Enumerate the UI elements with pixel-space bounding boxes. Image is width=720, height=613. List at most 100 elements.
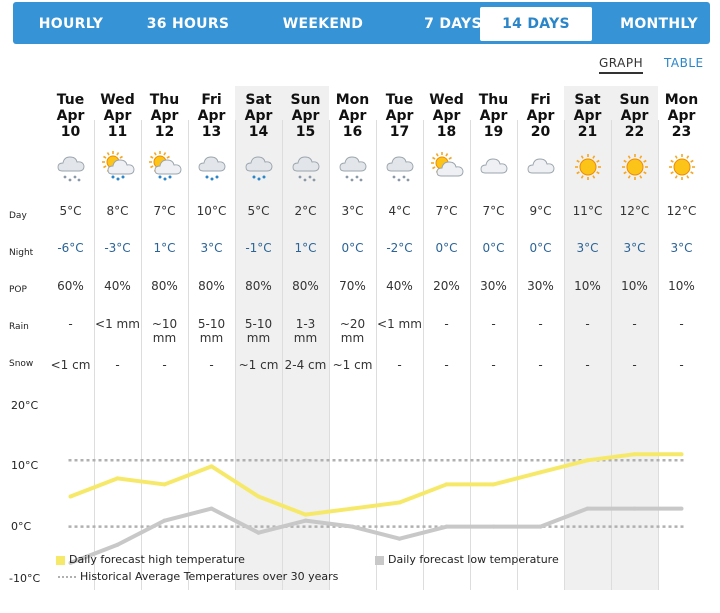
- y-tick-label: 20°C: [11, 399, 39, 412]
- day-header: Fri Apr 20: [518, 92, 564, 140]
- day-header-month: Apr: [197, 108, 226, 124]
- tab-monthly[interactable]: MONTHLY: [620, 16, 698, 32]
- cell-snow: -: [679, 358, 684, 372]
- day-header-month: Apr: [291, 108, 320, 124]
- cell-rain: -: [491, 317, 496, 331]
- cell-rain: -: [444, 317, 449, 331]
- series-high-point: [162, 482, 167, 487]
- day-header: Tue Apr 10: [48, 92, 94, 140]
- day-header: Sun Apr 15: [283, 92, 329, 140]
- day-header-date: 19: [483, 124, 504, 140]
- cell-rain: <1 mm: [377, 317, 422, 331]
- cloud-icon: [527, 158, 554, 174]
- cell-snow: -: [585, 358, 590, 372]
- day-header-dow: Sun: [619, 92, 650, 108]
- cell-night: 0°C: [482, 241, 505, 255]
- tab-weekend[interactable]: WEEKEND: [282, 16, 364, 32]
- cell-pop: 70%: [339, 279, 366, 293]
- day-header-date: 22: [624, 124, 645, 140]
- cell-night: 0°C: [435, 241, 458, 255]
- cell-rain: 5-10 mm: [197, 317, 226, 345]
- column-divider: [470, 120, 471, 590]
- series-low-point: [491, 524, 496, 529]
- cloud-icon: [480, 158, 507, 174]
- cell-night: 0°C: [341, 241, 364, 255]
- cell-snow: <1 cm: [50, 358, 91, 372]
- day-header-dow: Tue: [385, 92, 414, 108]
- series-low-point: [162, 518, 167, 523]
- cell-rain: -: [679, 317, 684, 331]
- tab-14-days[interactable]: 14 DAYS: [480, 7, 592, 41]
- y-tick-label: 0°C: [11, 519, 32, 533]
- cell-rain: -: [632, 317, 637, 331]
- cell-night: -3°C: [104, 241, 131, 255]
- day-header-dow: Tue: [56, 92, 85, 108]
- series-low-point: [444, 524, 449, 529]
- y-tick-label: -10°C: [9, 572, 41, 585]
- series-low-point: [538, 524, 543, 529]
- cell-rain: ~20 mm: [339, 317, 366, 345]
- day-header: Wed Apr 11: [95, 92, 141, 140]
- sun-cloud-rain-icon: [101, 151, 134, 181]
- day-header-dow: Sun: [290, 92, 321, 108]
- column-divider: [423, 120, 424, 590]
- cell-snow: -: [115, 358, 120, 372]
- tab-hourly[interactable]: HOURLY: [38, 16, 104, 32]
- column-divider: [564, 120, 565, 590]
- day-header-dow: Wed: [429, 92, 464, 108]
- cell-night: 1°C: [153, 241, 176, 255]
- series-low-point: [350, 524, 355, 529]
- tab-36-hours[interactable]: 36 HOURS: [146, 16, 230, 32]
- day-header-month: Apr: [338, 108, 367, 124]
- day-header-date: 18: [436, 124, 457, 140]
- cell-snow: -: [491, 358, 496, 372]
- cloud-snow-icon: [339, 156, 366, 182]
- cell-snow: -: [397, 358, 402, 372]
- cell-snow: -: [538, 358, 543, 372]
- day-header-month: Apr: [620, 108, 649, 124]
- cell-rain: -: [68, 317, 73, 331]
- sun-cloud-icon: [430, 152, 463, 177]
- day-header-month: Apr: [667, 108, 696, 124]
- series-high-point: [538, 470, 543, 475]
- cell-pop: 10%: [668, 279, 695, 293]
- cell-rain: 1-3 mm: [293, 317, 318, 345]
- day-header-dow: Sat: [245, 92, 272, 108]
- series-high-point: [209, 464, 214, 469]
- legend-high-swatch: [56, 555, 65, 565]
- cell-night: -1°C: [245, 241, 272, 255]
- cell-day: 12°C: [666, 204, 697, 218]
- view-table-toggle[interactable]: TABLE: [664, 56, 704, 70]
- day-header-month: Apr: [385, 108, 414, 124]
- day-header: Sun Apr 22: [612, 92, 658, 140]
- cell-rain: <1 mm: [95, 317, 140, 331]
- cell-pop: 40%: [386, 279, 413, 293]
- day-header-month: Apr: [526, 108, 555, 124]
- series-high-point: [350, 506, 355, 511]
- cell-snow: -: [209, 358, 214, 372]
- sun-icon: [668, 154, 695, 180]
- cell-day: 7°C: [435, 204, 458, 218]
- series-low-point: [679, 506, 684, 511]
- day-header-month: Apr: [150, 108, 179, 124]
- cell-day: 3°C: [341, 204, 364, 218]
- cell-pop: 20%: [433, 279, 460, 293]
- series-low-point: [209, 506, 214, 511]
- cell-day: 5°C: [59, 204, 82, 218]
- day-header-dow: Mon: [664, 92, 699, 108]
- day-header: Mon Apr 16: [330, 92, 376, 140]
- day-header-date: 12: [154, 124, 175, 140]
- day-header-date: 15: [295, 124, 316, 140]
- row-label-night: Night: [9, 248, 34, 258]
- view-graph-toggle[interactable]: GRAPH: [599, 56, 644, 74]
- series-high-point: [491, 482, 496, 487]
- cell-night: 3°C: [200, 241, 223, 255]
- day-header-month: Apr: [573, 108, 602, 124]
- cell-rain: ~10 mm: [151, 317, 178, 345]
- sun-cloud-rain-icon: [148, 151, 181, 181]
- day-header-date: 20: [530, 124, 551, 140]
- day-header: Sat Apr 21: [565, 92, 611, 140]
- tab-7-days[interactable]: 7 DAYS: [424, 16, 482, 32]
- cell-day: 4°C: [388, 204, 411, 218]
- day-header-dow: Fri: [201, 92, 222, 108]
